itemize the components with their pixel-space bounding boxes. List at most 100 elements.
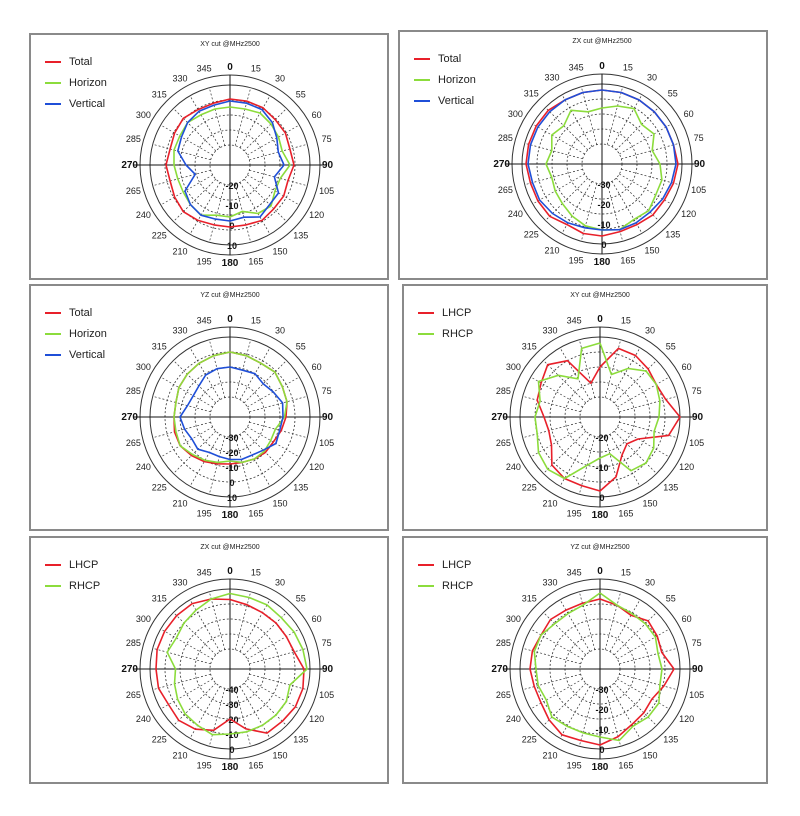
legend-swatch — [45, 102, 61, 105]
grid-spoke — [189, 95, 221, 148]
grid-spoke — [532, 173, 585, 205]
radial-tick-label: 0 — [599, 493, 604, 503]
angle-tick-label: 105 — [689, 438, 704, 448]
legend-item: RHCP — [418, 575, 473, 596]
angle-tick-label: 150 — [642, 499, 657, 509]
angle-tick-label: 60 — [312, 614, 322, 624]
grid-spoke — [208, 436, 226, 495]
angle-tick-label: 285 — [126, 386, 141, 396]
angle-tick-label: 105 — [319, 186, 334, 196]
legend-item: RHCP — [418, 323, 473, 344]
angle-tick-label: 210 — [172, 751, 187, 761]
angle-tick-label: 15 — [621, 567, 631, 577]
legend-item: Horizon — [45, 323, 107, 344]
legend-swatch — [418, 311, 434, 314]
angle-tick-label: 105 — [319, 438, 334, 448]
angle-tick-label: 75 — [692, 386, 702, 396]
grid-spoke — [239, 599, 271, 652]
legend-item: Horizon — [45, 72, 107, 93]
legend-swatch — [414, 99, 430, 102]
legend-label: LHCP — [442, 306, 472, 319]
chart-title: XY cut @MHz2500 — [200, 41, 260, 48]
legend-label: Vertical — [69, 348, 106, 361]
angle-tick-label: 75 — [322, 386, 332, 396]
chart-panel-5: ZX cut @MHz2500 0 15 30 55 60 75 90 105 120 135 150… — [29, 536, 389, 784]
grid-spoke — [580, 183, 598, 242]
angle-tick-label: 55 — [296, 341, 306, 351]
grid-spoke — [613, 430, 657, 474]
grid-spoke — [247, 628, 300, 660]
angle-tick-label: 60 — [682, 362, 692, 372]
grid-spoke — [239, 95, 271, 148]
radial-tick-label: -20 — [225, 448, 238, 458]
angle-tick-label: 300 — [508, 109, 523, 119]
grid-spoke — [160, 426, 213, 458]
angle-tick-label: 55 — [666, 341, 676, 351]
angle-tick-label: 0 — [597, 314, 603, 325]
radial-tick-label: -10 — [595, 463, 608, 473]
angle-tick-label: 285 — [126, 134, 141, 144]
grid-spoke — [173, 178, 217, 222]
angle-tick-label: 285 — [496, 386, 511, 396]
angle-tick-label: 300 — [136, 110, 151, 120]
grid-spoke — [208, 87, 226, 146]
series-line-horizon — [173, 106, 291, 218]
angle-tick-label: 225 — [152, 231, 167, 241]
angle-tick-label: 60 — [684, 109, 694, 119]
angle-tick-label: 165 — [618, 761, 633, 771]
angle-tick-label: 120 — [681, 209, 696, 219]
series-line-vertical — [527, 89, 677, 231]
angle-tick-label: 55 — [668, 88, 678, 98]
angle-tick-label: 270 — [121, 160, 138, 171]
legend-swatch — [418, 563, 434, 566]
grid-spoke — [617, 426, 670, 458]
angle-tick-label: 210 — [542, 499, 557, 509]
legend-item: LHCP — [418, 554, 473, 575]
angle-tick-label: 300 — [506, 614, 521, 624]
polar-chart-4: XY cut @MHz2500 0 15 30 55 60 75 90 105 120 135 150… — [491, 292, 704, 521]
grid-spoke — [621, 142, 680, 160]
legend-item: Horizon — [414, 69, 476, 90]
angle-tick-label: 0 — [227, 62, 233, 73]
angle-tick-label: 265 — [126, 690, 141, 700]
polar-chart-6: YZ cut @MHz2500 0 15 30 55 60 75 90 105 120 135 150… — [491, 544, 704, 773]
legend-label: LHCP — [69, 558, 99, 571]
angle-tick-label: 0 — [227, 314, 233, 325]
angle-tick-label: 225 — [524, 230, 539, 240]
radial-tick-label: 0 — [229, 478, 234, 488]
grid-spoke — [152, 143, 211, 161]
angle-tick-label: 60 — [312, 362, 322, 372]
series-line-total — [165, 98, 295, 228]
grid-spoke — [530, 628, 583, 660]
angle-tick-label: 15 — [251, 63, 261, 73]
angle-tick-label: 300 — [506, 362, 521, 372]
radial-tick-label: -30 — [595, 685, 608, 695]
radial-tick-label: -10 — [225, 463, 238, 473]
grid-spoke — [580, 86, 598, 145]
angle-tick-label: 195 — [197, 257, 212, 267]
grid-spoke — [189, 599, 221, 652]
angle-tick-label: 60 — [682, 614, 692, 624]
angle-tick-label: 135 — [663, 483, 678, 493]
angle-tick-label: 30 — [647, 72, 657, 82]
polar-grid — [134, 578, 326, 760]
angle-tick-label: 345 — [197, 567, 212, 577]
chart-title: YZ cut @MHz2500 — [570, 544, 629, 551]
legend-swatch — [45, 60, 61, 63]
legend-item: Total — [45, 51, 107, 72]
radial-tick-label: -30 — [225, 700, 238, 710]
grid-spoke — [160, 678, 213, 710]
angle-tick-label: 345 — [567, 315, 582, 325]
angle-tick-label: 330 — [172, 577, 187, 587]
grid-spoke — [208, 591, 226, 650]
angle-tick-label: 180 — [222, 762, 239, 773]
angle-tick-label: 180 — [222, 258, 239, 269]
radial-tick-label: -20 — [595, 705, 608, 715]
grid-spoke — [243, 682, 287, 726]
legend-label: Horizon — [69, 327, 107, 340]
angle-tick-label: 135 — [663, 735, 678, 745]
legend-swatch — [45, 311, 61, 314]
angle-tick-label: 15 — [251, 567, 261, 577]
chart-title: XY cut @MHz2500 — [570, 292, 630, 299]
grid-spoke — [615, 177, 659, 221]
